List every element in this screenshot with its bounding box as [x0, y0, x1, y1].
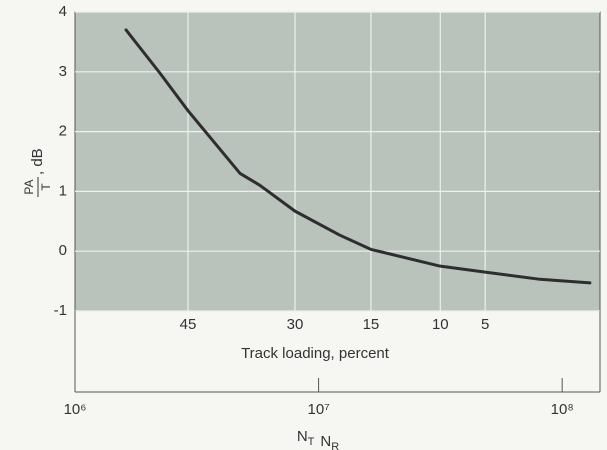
loading-tick-label: 5 — [481, 316, 489, 333]
curve — [124, 28, 592, 285]
y-tick-label: 2 — [59, 123, 67, 140]
y-tick-label: -1 — [54, 302, 67, 319]
y-label-denominator: T — [39, 183, 53, 191]
y-axis-label: PA T , dB — [22, 148, 53, 197]
x-label-part: N — [297, 428, 308, 445]
y-label-numerator: PA — [22, 179, 36, 194]
x-label-part: N — [320, 433, 331, 450]
x-axis-label: NT NR — [297, 428, 339, 450]
x-tick-label: 10⁶ — [64, 401, 87, 418]
y-tick-label: 1 — [59, 182, 67, 199]
plot-area — [74, 11, 601, 312]
loading-tick-label: 30 — [287, 316, 304, 333]
x-label-sub: R — [331, 441, 339, 450]
y-tick-label: 4 — [59, 3, 67, 20]
x-tick-label: 10⁸ — [551, 401, 574, 418]
loading-tick-label: 15 — [363, 316, 380, 333]
loading-tick-label: 10 — [432, 316, 449, 333]
x-tick-label: 10⁷ — [308, 401, 330, 418]
x-label-sub: T — [308, 436, 315, 448]
secondary-x-label: Track loading, percent — [241, 345, 390, 362]
y-tick-label: 3 — [59, 63, 67, 80]
loading-tick-label: 45 — [180, 316, 197, 333]
y-label-unit: , dB — [29, 148, 46, 175]
y-tick-label: 0 — [59, 242, 67, 259]
